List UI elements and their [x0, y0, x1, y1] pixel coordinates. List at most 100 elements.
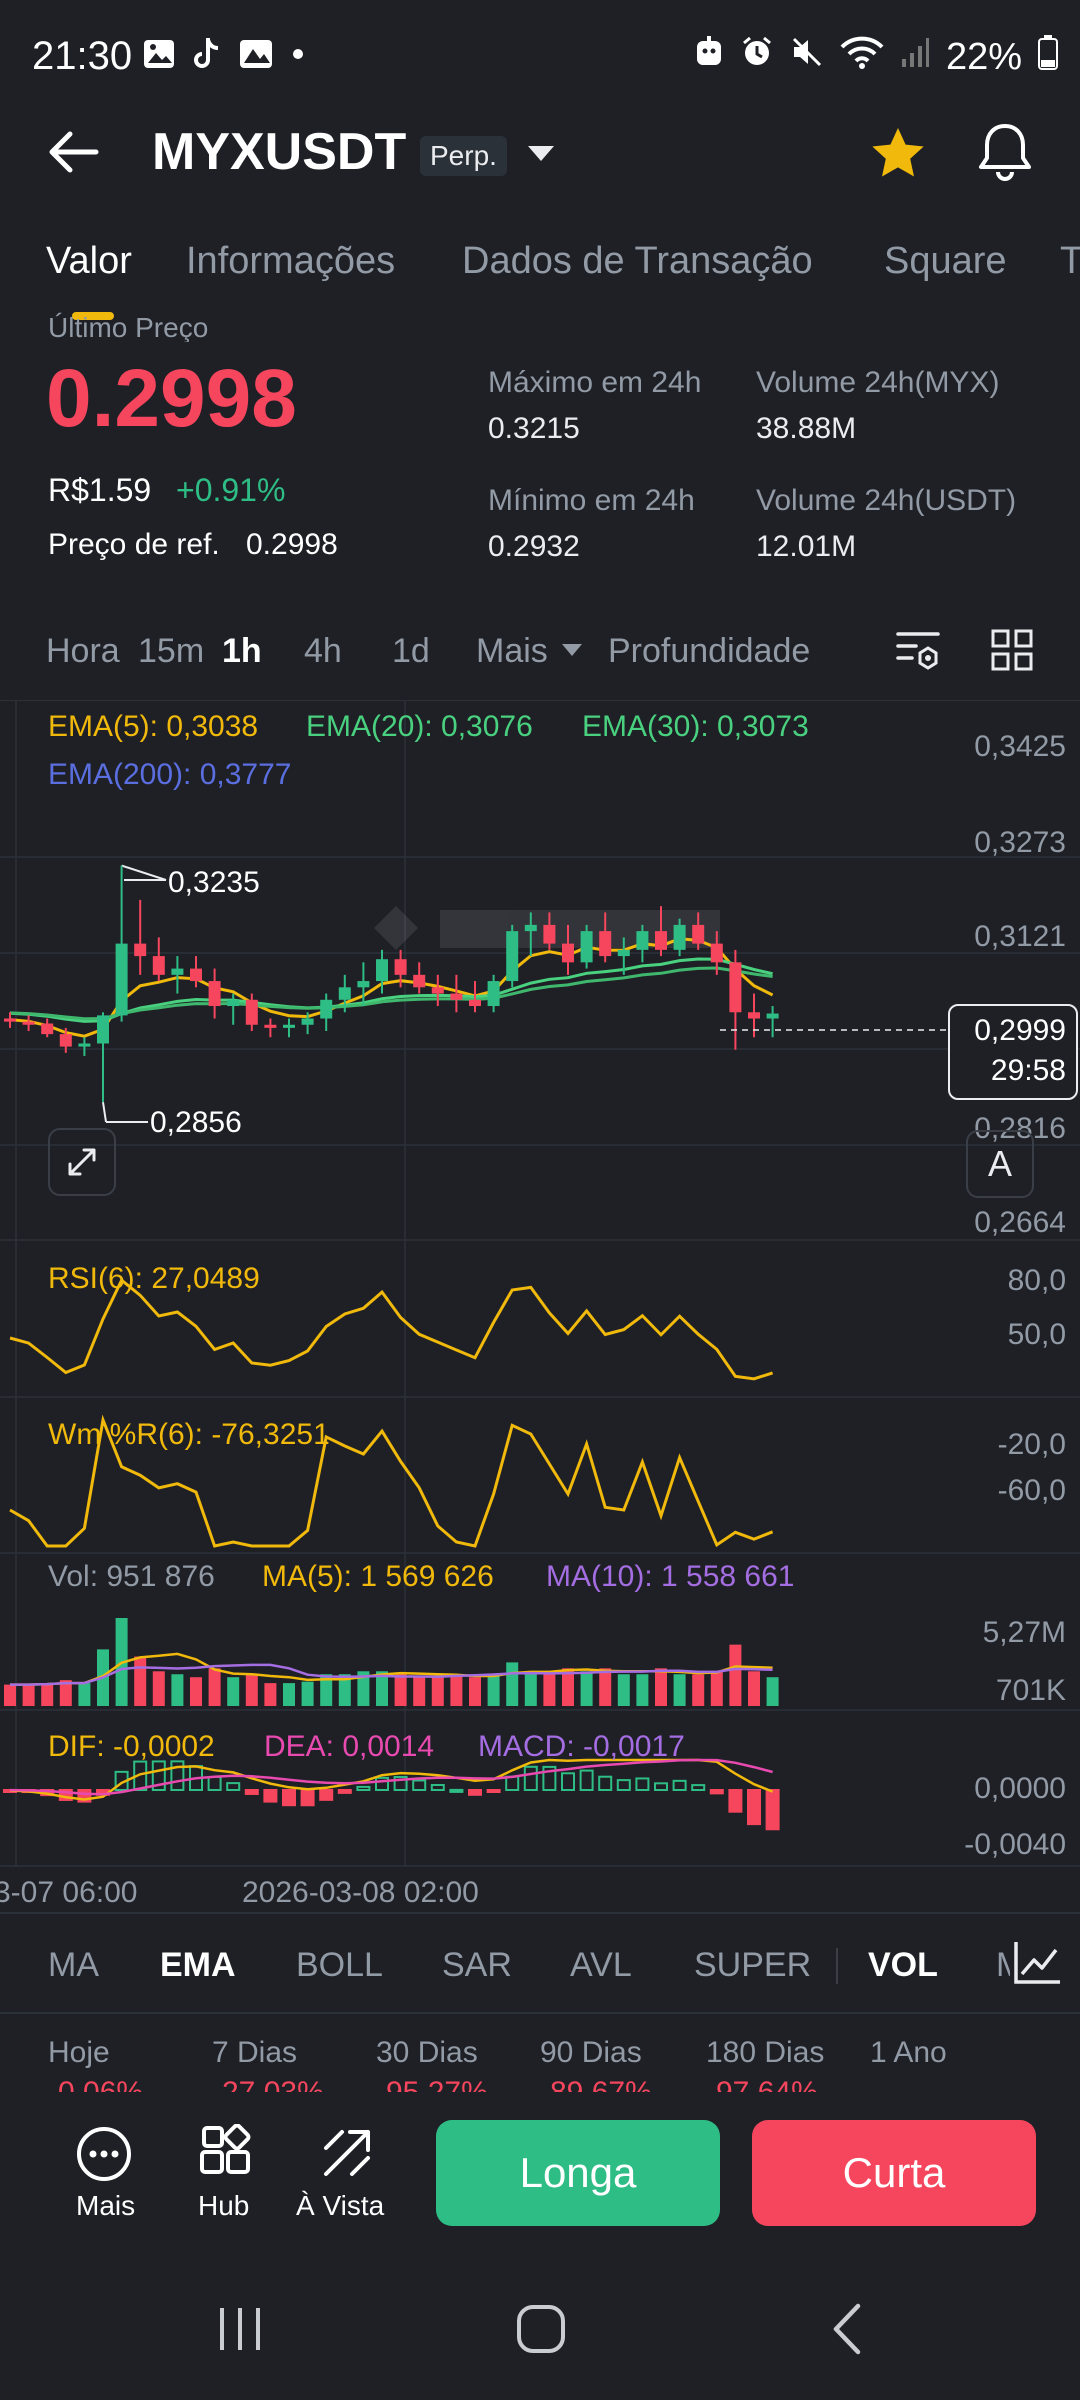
perf-value-hoje: -0,06%: [48, 2076, 143, 2092]
chart-grid: [0, 700, 1080, 1867]
candle-body: [41, 1023, 54, 1035]
volume-bar: [413, 1677, 426, 1706]
current-price-value: 0,2999: [974, 1014, 1066, 1047]
ema5-label: EMA(5): 0,3038: [48, 710, 259, 743]
status-time: 21:30: [32, 34, 133, 78]
more-label[interactable]: Mais: [76, 2190, 136, 2221]
ind-tab-avl[interactable]: AVL: [570, 1946, 632, 1984]
signal-icon: [900, 35, 930, 79]
macd-axis-0: 0,0000: [974, 1772, 1066, 1805]
last-price: 0.2998: [46, 353, 297, 444]
tab-dados-transacao[interactable]: Dados de Transação: [462, 240, 813, 282]
ind-tab-sar[interactable]: SAR: [442, 1946, 512, 1984]
perf-label-90d: 90 Dias: [540, 2036, 642, 2069]
vol-quote-label: Volume 24h(USDT): [756, 484, 1017, 517]
macd-histogram-bar: [523, 1765, 538, 1792]
tab-more[interactable]: T: [1060, 240, 1080, 282]
candle-body: [673, 924, 686, 950]
indicator-chart-icon[interactable]: [1010, 1936, 1080, 1992]
candle-body: [97, 1015, 109, 1044]
robot-icon: [694, 35, 724, 79]
tab-informacoes[interactable]: Informações: [186, 240, 396, 282]
chart-settings-icon[interactable]: [894, 626, 942, 677]
vol-ma5-label: MA(5): 1 569 626: [262, 1560, 494, 1593]
candle-body: [376, 959, 388, 982]
macd-histogram-bar: [244, 1789, 259, 1795]
battery-icon: [1038, 34, 1058, 80]
candle-body: [524, 924, 537, 932]
candle-body: [134, 943, 147, 957]
layout-grid-icon[interactable]: [990, 628, 1034, 677]
interval-1d[interactable]: 1d: [392, 632, 430, 670]
ind-tab-super[interactable]: SUPER: [694, 1946, 812, 1984]
interval-hora[interactable]: Hora: [46, 632, 120, 670]
price-change: +0.91%: [176, 472, 286, 508]
candle-body: [469, 999, 481, 1007]
wr-label: Wm %R(6): -76,3251: [48, 1418, 330, 1451]
perf-value-180d: -97,64%: [706, 2076, 818, 2092]
time-axis-2: 2026-03-08 02:00: [242, 1876, 479, 1909]
time-axis-1: 3-07 06:00: [0, 1876, 138, 1909]
spot-icon[interactable]: [318, 2124, 376, 2187]
low-marker-label: 0,2856: [150, 1106, 242, 1139]
hub-label[interactable]: Hub: [198, 2190, 250, 2221]
candle-body: [283, 1024, 295, 1028]
ema20-label: EMA(20): 0,3076: [306, 710, 533, 743]
long-button[interactable]: Longa: [436, 2120, 720, 2226]
bell-icon[interactable]: [974, 120, 1036, 184]
ind-tab-more[interactable]: M: [996, 1946, 1010, 1985]
recent-apps-icon[interactable]: [214, 2304, 266, 2359]
price-axis-2: 0,3273: [974, 826, 1066, 859]
auto-scale-icon[interactable]: A: [966, 1130, 1034, 1198]
hub-icon[interactable]: [196, 2123, 252, 2185]
volume-bar: [599, 1668, 612, 1706]
macd-histogram-bar: [430, 1783, 445, 1792]
home-icon[interactable]: [514, 2302, 568, 2361]
nav-back-icon[interactable]: [828, 2302, 868, 2361]
pair-dropdown-caret-icon[interactable]: [528, 146, 554, 161]
divider: [0, 1912, 1080, 1914]
spot-label[interactable]: À Vista: [296, 2190, 385, 2221]
high-marker-label: 0,3235: [168, 866, 260, 899]
interval-mais[interactable]: Mais: [476, 632, 548, 670]
vol-ma10-label: MA(10): 1 558 661: [546, 1560, 795, 1593]
pair-title[interactable]: MYXUSDT: [152, 123, 407, 181]
rsi-label: RSI(6): 27,0489: [48, 1262, 260, 1295]
vol-label: Vol: 951 876: [48, 1560, 215, 1593]
volume-bar: [152, 1671, 165, 1706]
ind-tab-ema[interactable]: EMA: [160, 1946, 236, 1984]
vol-quote-value: 12.01M: [756, 530, 857, 563]
ind-tab-vol[interactable]: VOL: [868, 1946, 938, 1984]
volume-bar: [301, 1681, 314, 1706]
candle-body: [190, 968, 202, 982]
expand-chart-icon[interactable]: [48, 1128, 116, 1196]
price-axis-5: 0,2664: [974, 1206, 1066, 1239]
ema20-line: [9, 957, 773, 1023]
candle-body: [766, 1013, 779, 1019]
more-icon[interactable]: [74, 2124, 134, 2189]
macd-histogram-bar: [77, 1789, 92, 1803]
candle-body: [748, 1012, 760, 1019]
candle-body: [208, 981, 221, 1007]
macd-histogram-bar: [449, 1788, 464, 1793]
candle-body: [245, 999, 258, 1025]
back-arrow-icon[interactable]: [44, 126, 104, 178]
tab-valor[interactable]: Valor: [46, 240, 132, 282]
volume-bar: [524, 1671, 537, 1706]
candle-body: [78, 1043, 91, 1047]
tab-square[interactable]: Square: [884, 240, 1007, 282]
mais-caret-icon: [562, 644, 582, 656]
perf-value-90d: -89,67%: [540, 2076, 652, 2092]
candle-body: [4, 1018, 16, 1022]
interval-15m[interactable]: 15m: [138, 632, 205, 670]
ind-tab-boll[interactable]: BOLL: [296, 1946, 383, 1984]
kline-chart[interactable]: [0, 700, 1080, 1910]
ind-tab-ma[interactable]: MA: [48, 1946, 99, 1984]
candle-body: [338, 987, 351, 1000]
short-button[interactable]: Curta: [752, 2120, 1036, 2226]
interval-1h[interactable]: 1h: [222, 632, 262, 670]
interval-4h[interactable]: 4h: [304, 632, 342, 670]
macd-histogram-bar: [486, 1789, 501, 1793]
interval-profundidade[interactable]: Profundidade: [608, 632, 811, 670]
favorite-star-icon[interactable]: [868, 124, 928, 184]
